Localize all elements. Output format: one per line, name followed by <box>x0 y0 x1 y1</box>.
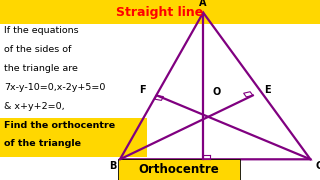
Text: & x+y+2=0,: & x+y+2=0, <box>4 102 64 111</box>
Text: F: F <box>139 85 146 95</box>
Bar <box>0 118 147 157</box>
Text: 7x-y-10=0,x-2y+5=0: 7x-y-10=0,x-2y+5=0 <box>4 83 105 92</box>
Text: If the equations: If the equations <box>4 26 78 35</box>
Text: of the triangle: of the triangle <box>4 140 81 148</box>
Bar <box>0 0 320 24</box>
Text: O: O <box>212 87 220 97</box>
Text: Orthocentre: Orthocentre <box>139 163 220 176</box>
Text: E: E <box>264 85 270 95</box>
Text: Find the orthocentre: Find the orthocentre <box>4 121 115 130</box>
Text: Straight line: Straight line <box>116 6 204 19</box>
Text: C: C <box>315 161 320 171</box>
Text: of the sides of: of the sides of <box>4 45 71 54</box>
Text: the triangle are: the triangle are <box>4 64 78 73</box>
Text: A: A <box>199 0 207 8</box>
Bar <box>118 159 240 180</box>
Text: B: B <box>109 161 117 171</box>
